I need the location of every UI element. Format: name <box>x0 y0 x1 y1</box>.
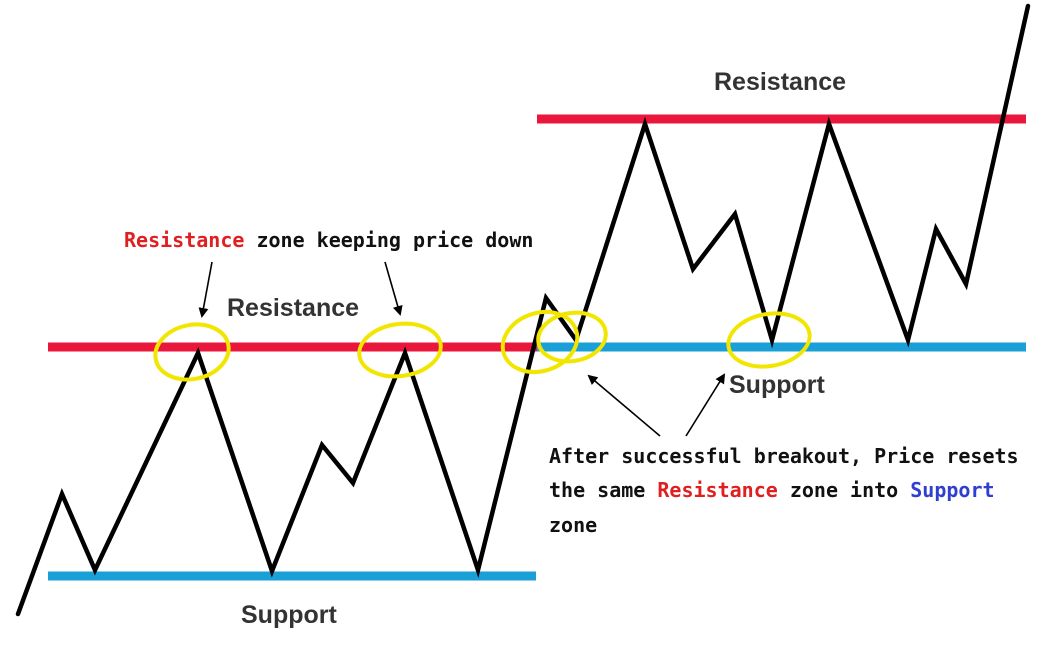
annotation-arrow <box>384 261 403 316</box>
annotation-note-bottom-line2: the same Resistance zone into Support <box>549 478 995 502</box>
resistance-label: Resistance <box>227 294 359 322</box>
note-resistance-word: Resistance <box>124 228 244 252</box>
highlight-ellipse <box>357 321 443 379</box>
note-resistance-word: Resistance <box>657 478 777 502</box>
note-support-word: Support <box>910 478 994 502</box>
note-text: zone keeping price down <box>244 228 533 252</box>
price-path <box>15 3 1031 617</box>
highlight-ellipse <box>153 322 231 382</box>
annotation-note-bottom-line3: zone <box>549 513 597 537</box>
support-label: Support <box>729 371 825 399</box>
annotation-note-top: Resistance zone keeping price down <box>124 228 533 252</box>
note-text: zone into <box>778 478 910 502</box>
highlight-ellipse <box>500 310 580 374</box>
highlight-ellipse <box>536 310 608 364</box>
annotation-arrow <box>587 374 661 437</box>
annotation-note-bottom-line1: After successful breakout, Price resets <box>549 444 1019 468</box>
highlight-ellipse <box>726 311 812 369</box>
note-text: the same <box>549 478 657 502</box>
annotation-arrow <box>685 373 726 437</box>
resistance-label: Resistance <box>714 68 846 96</box>
support-label: Support <box>241 601 337 629</box>
annotation-arrow <box>198 261 213 318</box>
